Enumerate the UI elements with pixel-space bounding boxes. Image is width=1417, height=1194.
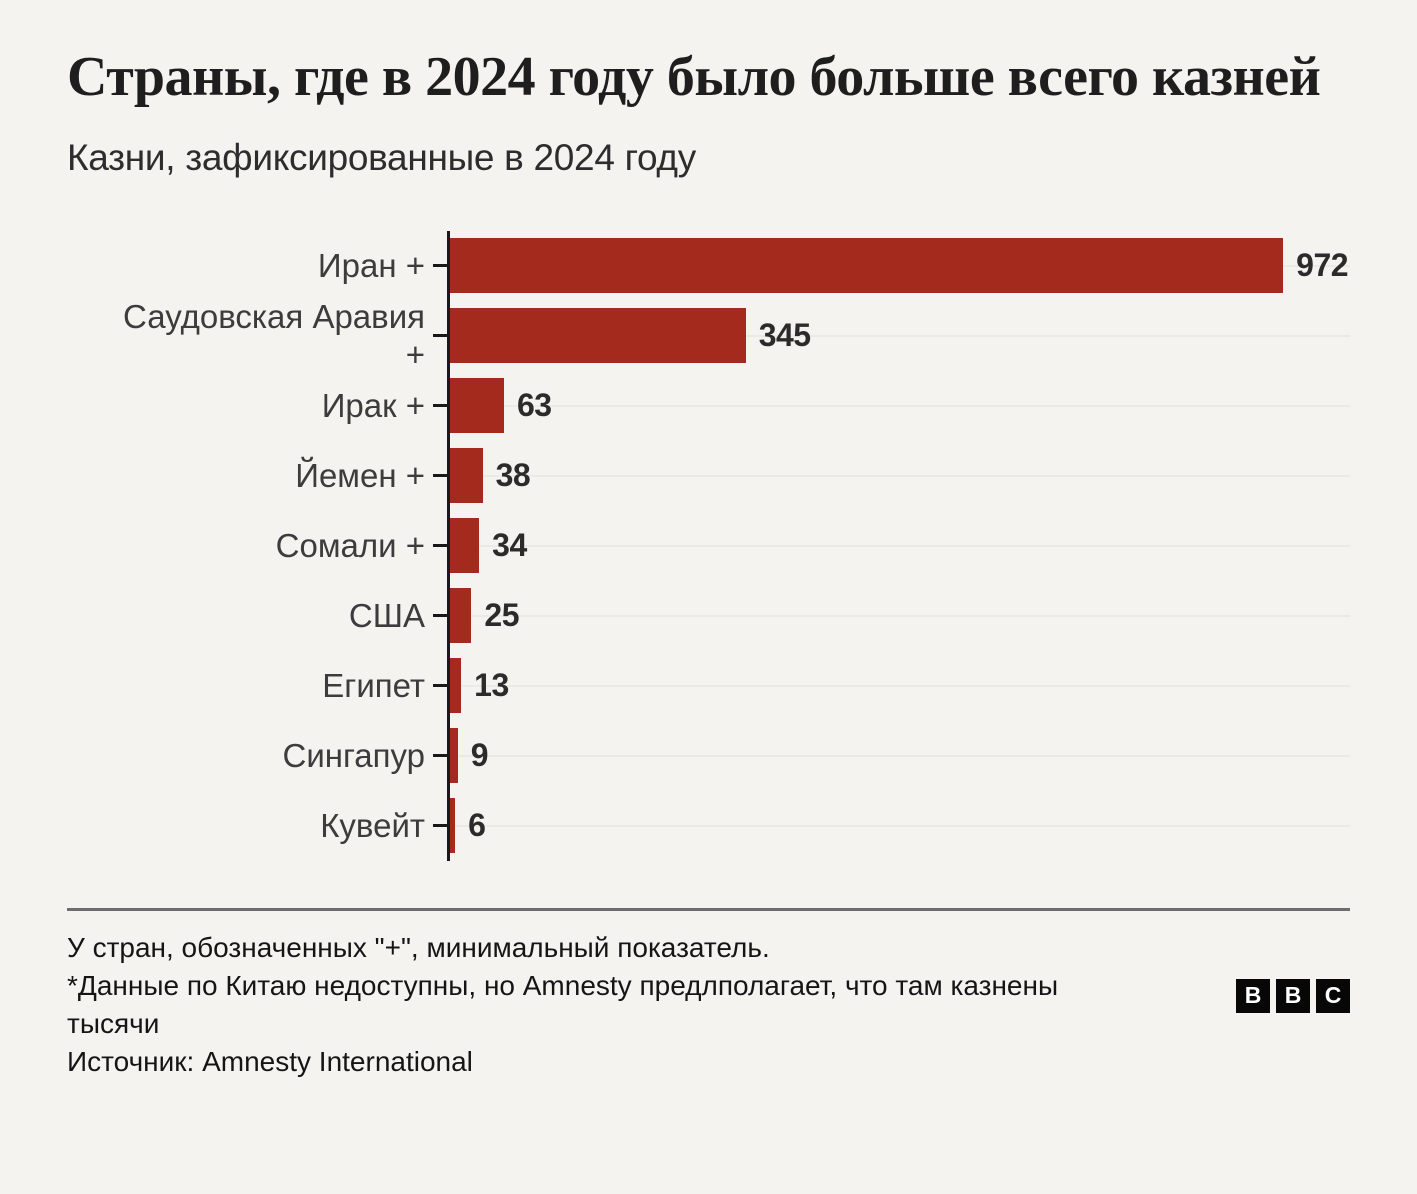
bar [450, 238, 1284, 294]
bar [450, 728, 458, 784]
bar-area: 34 [447, 510, 1350, 581]
bar-area: 38 [447, 440, 1350, 511]
gridline [450, 334, 1350, 337]
source-credit: Источник: Amnesty International [67, 1045, 473, 1077]
value-label: 13 [474, 667, 509, 704]
category-label: Сингапур [282, 736, 425, 774]
gridline [450, 754, 1350, 757]
category-label: Ирак + [321, 386, 425, 424]
bar-area: 13 [447, 650, 1350, 721]
chart-row: Саудовская Аравия + 345 [67, 297, 1350, 373]
bar [450, 518, 480, 574]
footnotes: У стран, обозначенных "+", минимальный п… [67, 929, 1236, 1081]
gridline [450, 614, 1350, 617]
chart-row: США 25 [67, 580, 1350, 651]
chart-row: Сомали + 34 [67, 510, 1350, 581]
infographic: Страны, где в 2024 году было больше всег… [67, 46, 1350, 1081]
bar-area: 6 [447, 790, 1350, 861]
category-label: Египет [322, 666, 425, 704]
bar [450, 448, 483, 504]
bar-area: 63 [447, 370, 1350, 441]
value-label: 9 [470, 737, 489, 774]
axis-tick [433, 473, 447, 477]
bbc-logo-letter: C [1316, 978, 1350, 1013]
bar [450, 378, 504, 434]
chart-title: Страны, где в 2024 году было больше всег… [67, 46, 1321, 108]
value-label: 25 [484, 597, 520, 634]
chart-row: Йемен + 38 [67, 440, 1350, 511]
category-label: Иран + [317, 246, 425, 284]
gridline [450, 404, 1350, 407]
chart-row: Иран + 972 [67, 230, 1350, 301]
value-label: 6 [468, 807, 486, 844]
bar [450, 588, 472, 644]
value-label: 63 [517, 387, 552, 424]
footnote-china: *Данные по Китаю недоступны, но Amnesty … [67, 969, 1059, 1039]
axis-tick [433, 683, 447, 687]
chart-subtitle: Казни, зафиксированные в 2024 году [67, 136, 696, 178]
category-label: Саудовская Аравия + [123, 297, 425, 373]
footer: У стран, обозначенных "+", минимальный п… [67, 929, 1350, 1081]
footer-divider [67, 907, 1350, 911]
axis-tick [433, 823, 447, 827]
gridline [450, 474, 1350, 477]
value-label: 345 [758, 317, 811, 354]
bar [450, 308, 746, 364]
bbc-logo-letter: B [1276, 978, 1310, 1013]
chart-row: Ирак + 63 [67, 370, 1350, 441]
axis-tick [433, 333, 447, 337]
value-label: 38 [495, 457, 531, 494]
bar-chart: Иран + 972 Саудовская Аравия + 345 Ирак + 63 Йе… [67, 230, 1350, 861]
gridline [450, 684, 1350, 687]
value-label: 972 [1296, 247, 1349, 284]
bar [450, 798, 456, 854]
chart-row: Кувейт 6 [67, 790, 1350, 861]
category-label: Сомали + [275, 526, 425, 564]
chart-row: Египет 13 [67, 650, 1350, 721]
axis-tick [433, 543, 447, 547]
category-label: Йемен + [295, 456, 425, 494]
axis-tick [433, 613, 447, 617]
axis-tick [433, 753, 447, 757]
bar-area: 345 [447, 300, 1350, 371]
value-label: 34 [492, 527, 527, 564]
bar-area: 25 [447, 580, 1350, 651]
bbc-logo: B B C [1236, 978, 1350, 1081]
axis-tick [433, 403, 447, 407]
category-label: Кувейт [320, 806, 425, 844]
axis-tick [433, 263, 447, 267]
bar-area: 972 [447, 230, 1350, 301]
bar [450, 658, 462, 714]
category-label: США [348, 596, 425, 634]
gridline [450, 824, 1350, 827]
gridline [450, 544, 1350, 547]
chart-row: Сингапур 9 [67, 720, 1350, 791]
footnote-plus-meaning: У стран, обозначенных "+", минимальный п… [67, 931, 770, 963]
bbc-logo-letter: B [1236, 978, 1270, 1013]
bar-area: 9 [447, 720, 1350, 791]
